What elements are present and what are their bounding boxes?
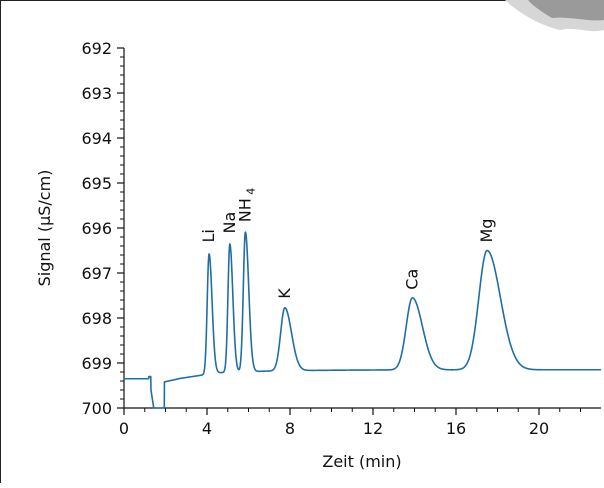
y-tick-label: 699 bbox=[81, 354, 112, 373]
y-tick-label: 697 bbox=[81, 264, 112, 283]
x-ticks: 0 4 8 12 16 20 bbox=[119, 408, 581, 438]
x-axis-label: Zeit (min) bbox=[322, 452, 401, 471]
x-tick-label: 16 bbox=[446, 419, 466, 438]
peak-label-k: K bbox=[275, 288, 294, 299]
peak-label-subscript: 4 bbox=[244, 188, 257, 199]
x-tick-label: 0 bbox=[119, 419, 129, 438]
x-tick-label: 8 bbox=[285, 419, 295, 438]
y-tick-label: 692 bbox=[81, 39, 112, 58]
peak-label-li: Li bbox=[199, 229, 218, 242]
y-axis-label: Signal (µS/cm) bbox=[35, 170, 54, 287]
y-tick-label: 694 bbox=[81, 129, 112, 148]
x-tick-label: 20 bbox=[529, 419, 549, 438]
x-tick-label: 12 bbox=[363, 419, 383, 438]
y-tick-label: 693 bbox=[81, 84, 112, 103]
y-tick-label: 698 bbox=[81, 309, 112, 328]
y-tick-label: 696 bbox=[81, 219, 112, 238]
y-tick-label: 700 bbox=[81, 399, 112, 418]
y-ticks: 692 693 694 695 696 697 698 699 700 bbox=[81, 39, 124, 418]
peak-label-ca: Ca bbox=[402, 269, 421, 290]
y-tick-label: 695 bbox=[81, 174, 112, 193]
axes bbox=[124, 48, 601, 408]
x-tick-label: 4 bbox=[202, 419, 212, 438]
peak-label-nh: NH 4 bbox=[235, 188, 257, 223]
chromatogram-trace bbox=[124, 232, 601, 408]
peak-label-mg: Mg bbox=[477, 219, 496, 243]
